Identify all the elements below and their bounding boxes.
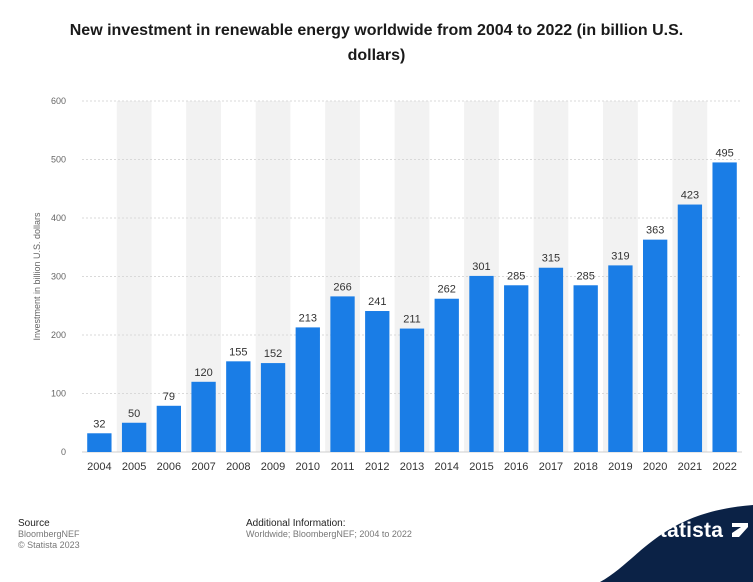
x-tick-label: 2020	[643, 461, 667, 473]
y-tick-label: 400	[51, 213, 66, 223]
data-label: 213	[299, 312, 317, 324]
data-label: 50	[128, 408, 140, 420]
bar	[295, 327, 320, 452]
bar	[87, 433, 112, 452]
y-tick-label: 200	[51, 330, 66, 340]
additional-info-heading: Additional Information:	[246, 518, 346, 529]
data-label: 152	[264, 348, 282, 360]
bar	[191, 381, 216, 452]
data-label: 32	[93, 418, 105, 430]
x-tick-label: 2015	[469, 461, 493, 473]
data-label: 285	[577, 270, 595, 282]
bar	[121, 422, 147, 452]
bar	[330, 296, 355, 452]
y-tick-label: 300	[51, 272, 66, 282]
data-label: 155	[229, 346, 247, 358]
data-label: 241	[368, 296, 386, 308]
data-label: 262	[438, 284, 456, 296]
data-label: 301	[472, 261, 490, 273]
bar	[260, 363, 286, 452]
brand-mark-icon	[732, 523, 749, 537]
copyright: © Statista 2023	[18, 540, 80, 550]
x-tick-label: 2007	[191, 461, 215, 473]
x-tick-label: 2012	[365, 461, 389, 473]
bar	[712, 162, 737, 453]
x-tick-label: 2014	[434, 461, 458, 473]
logo-background	[600, 505, 753, 582]
source-block: Source BloombergNEF © Statista 2023	[18, 518, 80, 551]
x-tick-label: 2008	[226, 461, 250, 473]
bar	[469, 275, 494, 452]
data-label: 285	[507, 270, 525, 282]
bar	[365, 311, 390, 452]
additional-info-block: Additional Information: Worldwide; Bloom…	[246, 518, 412, 540]
x-tick-label: 2005	[122, 461, 146, 473]
x-tick-label: 2004	[87, 461, 111, 473]
y-tick-label: 100	[51, 389, 66, 399]
x-tick-label: 2016	[504, 461, 528, 473]
x-tick-label: 2018	[573, 461, 597, 473]
bar	[504, 285, 529, 452]
x-tick-label: 2017	[539, 461, 563, 473]
x-tick-label: 2021	[678, 461, 702, 473]
chart-area: 0 100 200 300 400 500 600 Investment in billion…	[0, 80, 753, 480]
x-tick-label: 2019	[608, 461, 632, 473]
bar	[399, 328, 425, 452]
additional-info-text: Worldwide; BloombergNEF; 2004 to 2022	[246, 529, 412, 539]
source-name: BloombergNEF	[18, 529, 80, 539]
x-tick-label: 2013	[400, 461, 424, 473]
source-heading: Source	[18, 518, 50, 529]
bar-chart: 0 100 200 300 400 500 600 Investment in billion…	[32, 96, 742, 473]
bar	[156, 405, 181, 452]
y-tick-label: 600	[51, 96, 66, 106]
data-label: 423	[681, 190, 699, 202]
bar	[677, 204, 703, 452]
bar	[538, 267, 564, 452]
x-tick-label: 2010	[296, 461, 320, 473]
x-tick-label: 2009	[261, 461, 285, 473]
brand-wordmark: statista	[648, 519, 724, 542]
x-tick-label: 2011	[331, 461, 355, 473]
x-tick-label: 2022	[712, 461, 736, 473]
y-axis-title: Investment in billion U.S. dollars	[32, 212, 42, 341]
data-label: 211	[403, 314, 421, 326]
bar	[573, 285, 598, 452]
x-tick-label: 2006	[157, 461, 181, 473]
data-label: 319	[611, 250, 629, 262]
data-label: 79	[163, 391, 175, 403]
y-tick-label: 500	[51, 155, 66, 165]
y-tick-label: 0	[61, 447, 66, 457]
chart-title: New investment in renewable energy world…	[69, 22, 684, 64]
bar	[434, 298, 459, 452]
bar	[226, 361, 251, 452]
bar	[608, 265, 633, 452]
data-label: 363	[646, 225, 664, 237]
data-label: 315	[542, 253, 560, 265]
data-label: 120	[194, 367, 212, 379]
bar	[643, 239, 668, 452]
statista-logo: statista	[648, 519, 749, 543]
data-label: 266	[333, 281, 351, 293]
data-label: 495	[715, 147, 733, 159]
